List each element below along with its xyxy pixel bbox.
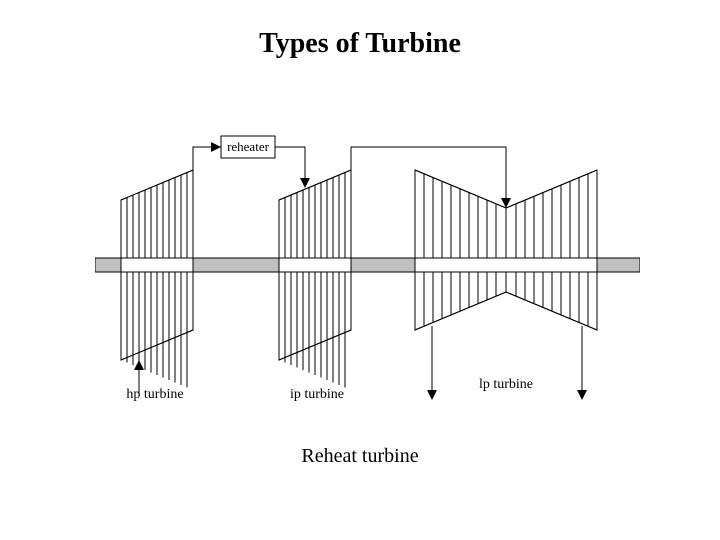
turbine-diagram: hp turbine ip turbine lp turbine reheater [95, 130, 640, 405]
reheater-label: reheater [227, 139, 270, 154]
ip-turbine-label: ip turbine [290, 387, 344, 402]
lp-turbine-label: lp turbine [479, 377, 533, 392]
caption: Reheat turbine [0, 445, 720, 468]
hp-turbine-label: hp turbine [126, 387, 183, 402]
page-title: Types of Turbine [0, 28, 720, 60]
